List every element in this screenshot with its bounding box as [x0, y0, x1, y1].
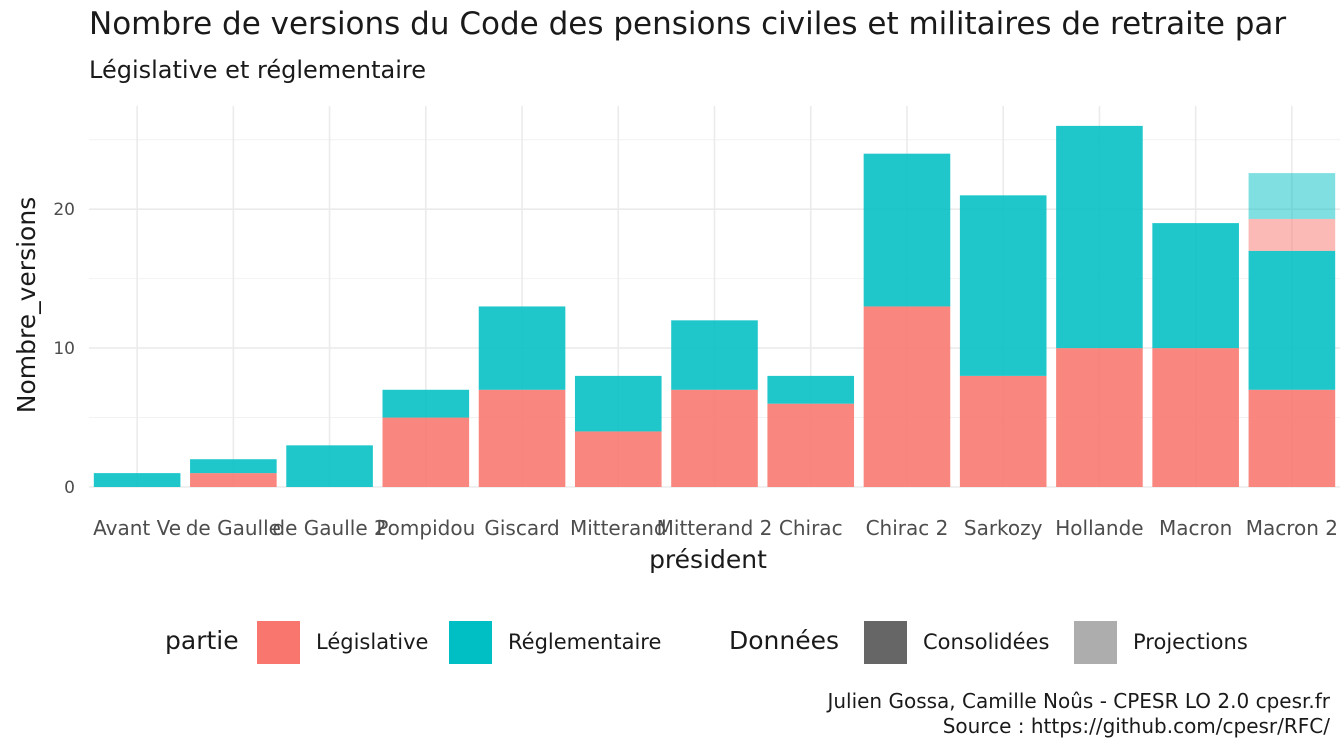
x-tick-label: Mitterand 2 [657, 516, 773, 540]
bar-reglementaire-consolidees [1152, 223, 1239, 349]
x-tick-label: Chirac [779, 516, 843, 540]
bar-reglementaire-consolidees [190, 459, 277, 474]
bar-reglementaire-consolidees [1056, 125, 1143, 349]
bar-legislative-consolidees [478, 389, 566, 487]
bar-reglementaire-consolidees [382, 389, 470, 418]
bar-reglementaire-consolidees [863, 153, 951, 307]
bar-legislative-consolidees [574, 431, 662, 487]
y-tick-labels: 0 10 20 [53, 200, 75, 498]
caption-authors: Julien Gossa, Camille Noûs - CPESR LO 2.… [827, 689, 1330, 713]
x-tick-label: Hollande [1055, 516, 1143, 540]
legend-label-projections: Projections [1133, 630, 1248, 654]
bar-reglementaire-consolidees [767, 375, 855, 404]
caption: Julien Gossa, Camille Noûs - CPESR LO 2.… [827, 689, 1330, 739]
bar-reglementaire-consolidees [286, 445, 373, 487]
bar-legislative-consolidees [190, 473, 277, 487]
chart-subtitle: Législative et réglementaire [89, 56, 426, 84]
x-tick-label: Macron [1159, 516, 1232, 540]
legend-key-reglementaire [449, 621, 492, 664]
x-tick-label: Mitterand [570, 516, 667, 540]
legend-label-legislative: Législative [316, 630, 429, 654]
x-tick-label: de Gaulle 2 [272, 516, 386, 540]
bars [93, 125, 1336, 487]
y-axis-title: Nombre_versions [12, 197, 41, 413]
bar-reglementaire-consolidees [1248, 250, 1336, 390]
legend: partie Législative Réglementaire Données… [0, 618, 1344, 668]
bar-legislative-consolidees [767, 403, 855, 487]
bar-reglementaire-consolidees [93, 473, 181, 487]
bar-legislative-consolidees [1248, 389, 1336, 487]
x-tick-label: Avant Ve [93, 516, 181, 540]
bar-legislative-projections [1248, 218, 1336, 251]
bar-legislative-consolidees [382, 417, 470, 487]
bar-reglementaire-projections [1248, 173, 1336, 219]
y-tick-label: 0 [64, 478, 75, 498]
x-tick-label: de Gaulle [186, 516, 281, 540]
bar-reglementaire-consolidees [478, 306, 566, 390]
x-tick-label: Sarkozy [964, 516, 1043, 540]
y-tick-label: 10 [53, 339, 75, 359]
legend-key-consolidees [864, 621, 907, 664]
y-tick-label: 20 [53, 200, 75, 220]
legend-title-donnees: Données [729, 626, 840, 655]
legend-label-consolidees: Consolidées [923, 630, 1050, 654]
x-tick-label: Macron 2 [1246, 516, 1338, 540]
x-tick-label: Giscard [484, 516, 559, 540]
bar-legislative-consolidees [863, 306, 951, 487]
x-tick-label: Chirac 2 [866, 516, 949, 540]
bar-reglementaire-consolidees [574, 375, 662, 432]
bar-legislative-consolidees [1056, 348, 1143, 487]
chart-title: Nombre de versions du Code des pensions … [89, 6, 1287, 42]
bar-legislative-consolidees [1152, 348, 1239, 487]
legend-key-legislative [257, 621, 300, 664]
x-tick-label: Pompidou [376, 516, 475, 540]
legend-label-reglementaire: Réglementaire [508, 630, 662, 654]
legend-key-projections [1074, 621, 1117, 664]
bar-legislative-consolidees [671, 389, 758, 487]
bar-legislative-consolidees [959, 375, 1047, 487]
legend-title-partie: partie [165, 626, 239, 655]
x-axis-title: président [649, 545, 767, 574]
caption-source: Source : https://github.com/cpesr/RFC/ [942, 714, 1330, 738]
bar-reglementaire-consolidees [959, 195, 1047, 376]
bar-reglementaire-consolidees [671, 320, 758, 390]
